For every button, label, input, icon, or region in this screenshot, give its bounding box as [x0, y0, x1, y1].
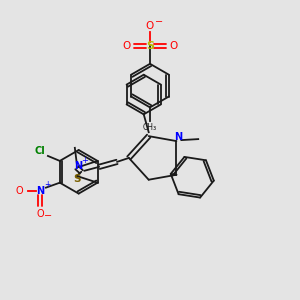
- Text: Cl: Cl: [34, 146, 45, 156]
- Text: N: N: [174, 132, 182, 142]
- Text: O: O: [146, 21, 154, 31]
- Text: O: O: [122, 41, 130, 51]
- Text: O: O: [36, 209, 44, 219]
- Text: N: N: [74, 161, 82, 171]
- Text: −: −: [155, 17, 163, 27]
- Text: −: −: [44, 212, 52, 221]
- Text: O: O: [15, 186, 23, 196]
- Text: CH₃: CH₃: [143, 123, 157, 132]
- Text: O: O: [170, 41, 178, 51]
- Text: S: S: [73, 174, 81, 184]
- Text: +: +: [81, 156, 88, 165]
- Text: +: +: [44, 180, 50, 189]
- Text: S: S: [146, 41, 154, 51]
- Text: N: N: [36, 186, 44, 196]
